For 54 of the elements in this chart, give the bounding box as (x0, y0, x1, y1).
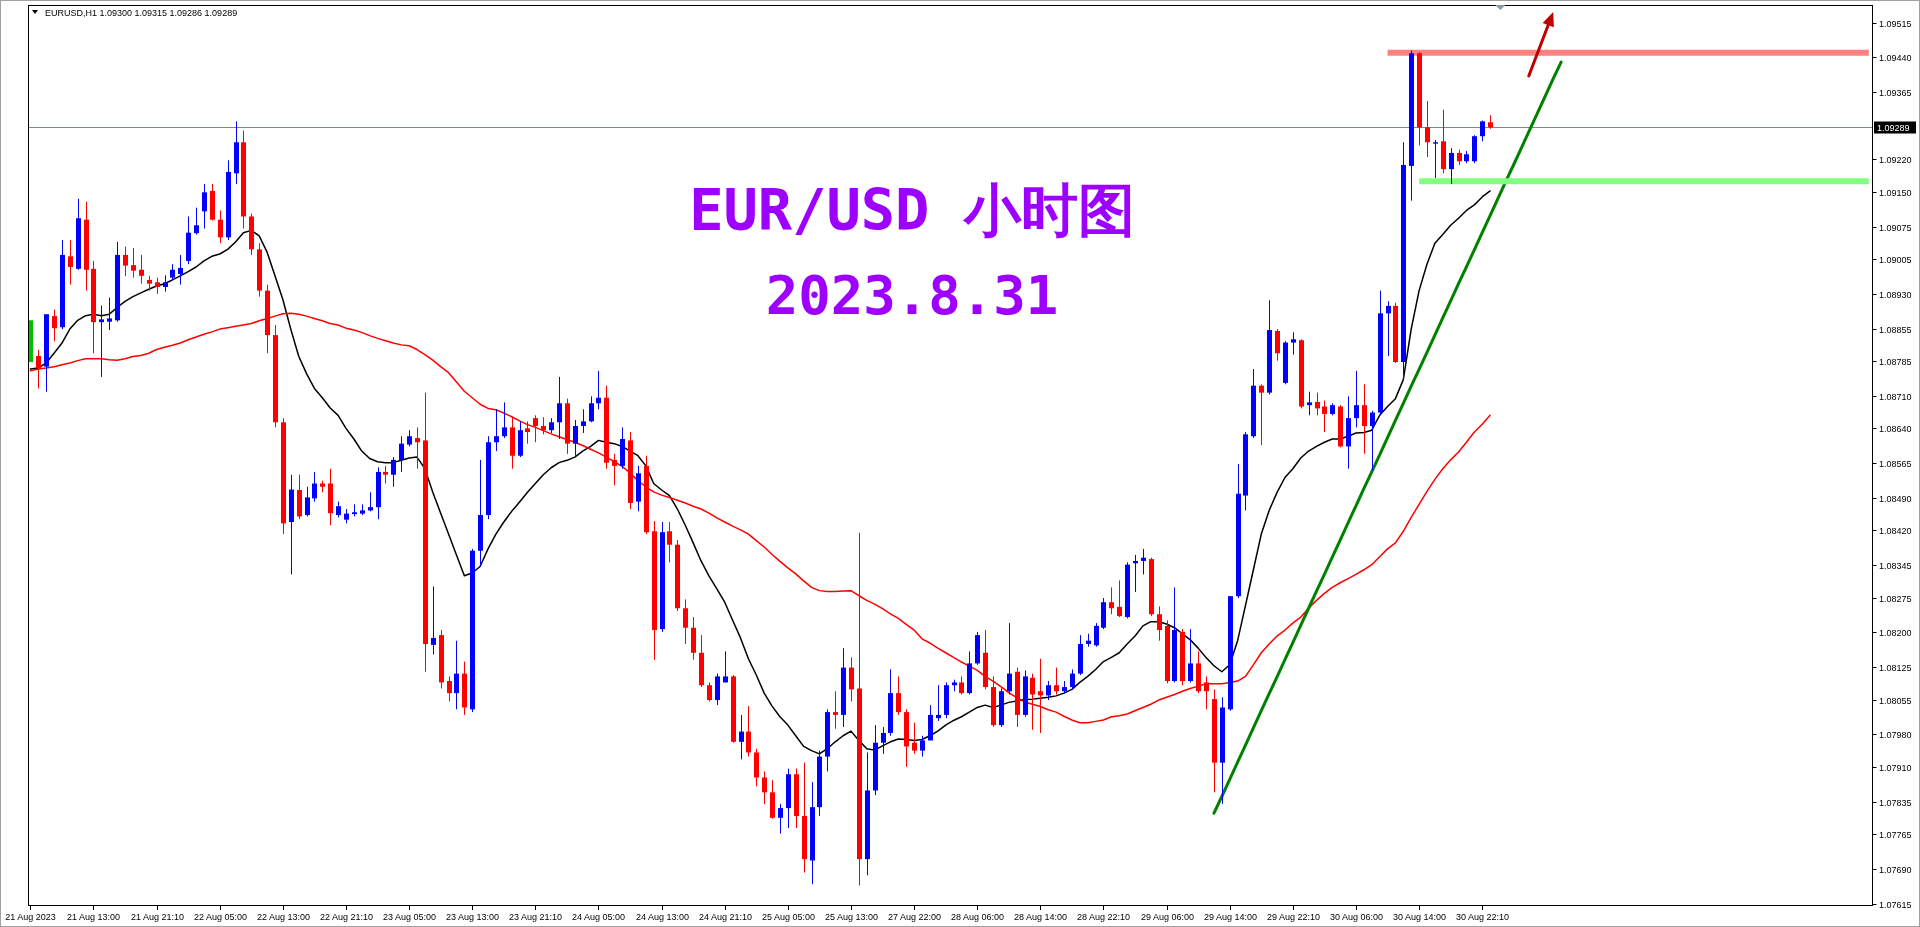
x-tick-label: 21 Aug 13:00 (66, 912, 121, 922)
y-tick-label: 1.08640 (1879, 423, 1912, 434)
y-tick-label: 1.09150 (1879, 187, 1912, 198)
y-tick-label: 1.09075 (1879, 222, 1912, 233)
x-tick-label: 30 Aug 06:00 (1329, 912, 1384, 922)
x-tick-label: 24 Aug 21:10 (698, 912, 753, 922)
y-tick-label: 1.08345 (1879, 560, 1912, 571)
y-tick-label: 1.08785 (1879, 356, 1912, 367)
y-tick-label: 1.08565 (1879, 458, 1912, 469)
y-tick-label: 1.08275 (1879, 593, 1912, 604)
y-tick-label: 1.09220 (1879, 154, 1912, 165)
y-tick-label: 1.08420 (1879, 525, 1912, 536)
x-tick-label: 24 Aug 13:00 (635, 912, 690, 922)
y-tick-label: 1.09005 (1879, 254, 1912, 265)
y-tick-label: 1.08125 (1879, 662, 1912, 673)
x-tick-label: 25 Aug 13:00 (824, 912, 879, 922)
y-tick-label: 1.07690 (1879, 864, 1912, 875)
x-tick-label: 21 Aug 2023 (5, 912, 56, 922)
y-tick-label: 1.08710 (1879, 391, 1912, 402)
y-tick-label: 1.08200 (1879, 627, 1912, 638)
x-tick-label: 22 Aug 13:00 (256, 912, 311, 922)
x-tick-label: 23 Aug 05:00 (382, 912, 437, 922)
y-tick-label: 1.08855 (1879, 324, 1912, 335)
x-tick-label: 27 Aug 22:00 (887, 912, 942, 922)
x-tick-label: 28 Aug 06:00 (950, 912, 1005, 922)
x-tick-label: 22 Aug 05:00 (193, 912, 248, 922)
x-tick-label: 23 Aug 21:10 (508, 912, 563, 922)
y-tick-label: 1.08490 (1879, 493, 1912, 504)
x-tick-label: 29 Aug 06:00 (1140, 912, 1195, 922)
x-tick-label: 22 Aug 21:10 (319, 912, 374, 922)
y-tick-label: 1.07615 (1879, 899, 1912, 910)
y-tick-label: 1.08055 (1879, 695, 1912, 706)
x-tick-label: 29 Aug 22:10 (1266, 912, 1321, 922)
y-tick-label: 1.09365 (1879, 87, 1912, 98)
y-tick-label: 1.07835 (1879, 797, 1912, 808)
x-tick-label: 21 Aug 21:10 (130, 912, 185, 922)
ref-line-label: 1.09289 (1877, 122, 1910, 133)
y-tick-label: 1.08930 (1879, 289, 1912, 300)
x-tick-label: 23 Aug 13:00 (445, 912, 500, 922)
title: EUR/USD 小时图 (689, 177, 1135, 243)
x-tick-label: 25 Aug 05:00 (761, 912, 816, 922)
x-tick-label: 28 Aug 14:00 (1013, 912, 1068, 922)
x-tick-label: 24 Aug 05:00 (571, 912, 626, 922)
y-tick-label: 1.07910 (1879, 762, 1912, 773)
x-tick-label: 30 Aug 14:00 (1392, 912, 1447, 922)
y-tick-label: 1.07980 (1879, 729, 1912, 740)
x-tick-label: 28 Aug 22:10 (1076, 912, 1131, 922)
subtitle: 2023.8.31 (765, 264, 1059, 327)
x-tick-label: 29 Aug 14:00 (1203, 912, 1258, 922)
annotation: EURUSD,H1 1.09300 1.09315 1.09286 1.09289 (45, 7, 238, 18)
y-tick-label: 1.07765 (1879, 829, 1912, 840)
x-tick-label: 30 Aug 22:10 (1455, 912, 1510, 922)
y-tick-label: 1.09515 (1879, 18, 1912, 29)
y-tick-label: 1.09440 (1879, 52, 1912, 63)
